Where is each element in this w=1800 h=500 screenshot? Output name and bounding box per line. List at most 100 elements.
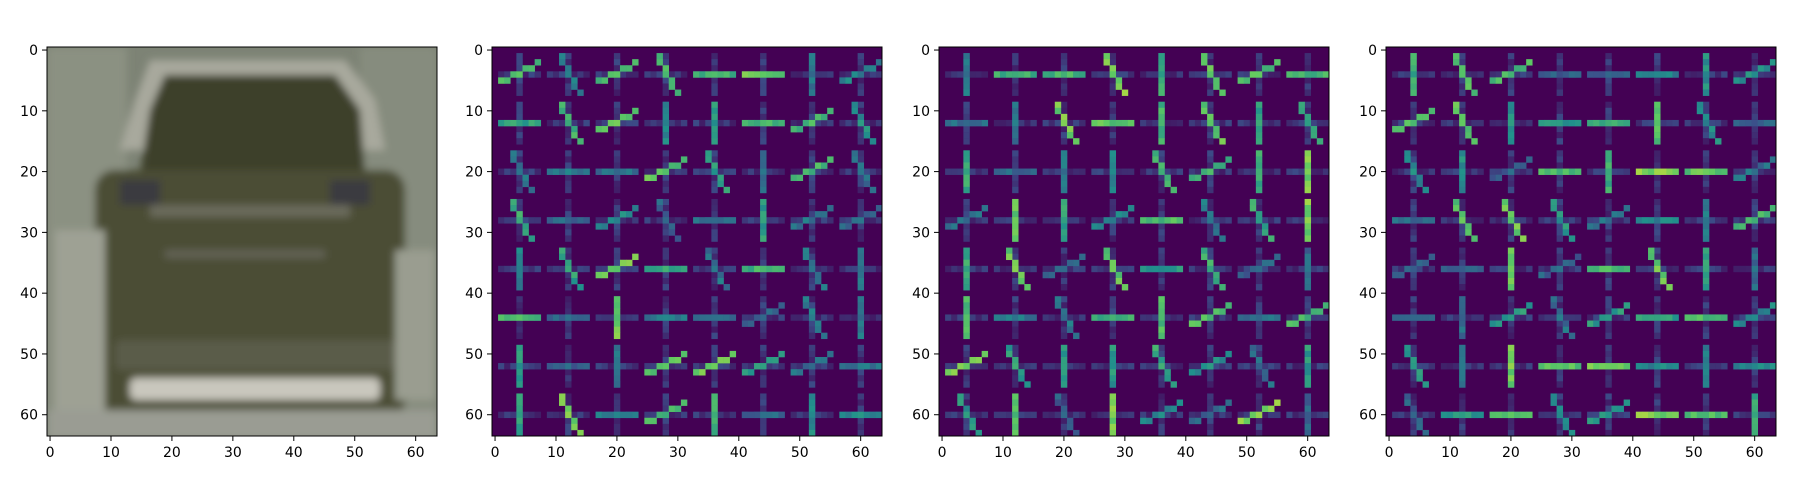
hog-cell (1255, 211, 1263, 218)
hog-cell (1410, 302, 1417, 309)
hog-cell (1495, 168, 1503, 175)
hog-cell (662, 265, 670, 273)
hog-cell (1048, 217, 1056, 224)
hog-cell (1757, 217, 1765, 224)
hog-cell (650, 265, 657, 273)
hog-cell (1012, 417, 1019, 425)
hog-cell (613, 162, 621, 169)
hog-cell (1501, 265, 1509, 273)
hog-cell (741, 369, 749, 376)
hog-cell (747, 411, 755, 419)
hog-cell (1042, 168, 1049, 175)
hog-cell (963, 205, 970, 212)
hog-cell (1304, 375, 1312, 382)
hog-cell (1176, 411, 1184, 419)
hog-cell (1304, 271, 1312, 279)
hog-cell (522, 229, 529, 236)
hog-cell (1769, 217, 1777, 224)
hog-cell (1404, 344, 1411, 352)
hog-cell (1066, 217, 1074, 224)
hog-cell (711, 150, 718, 157)
hog-cell (1538, 314, 1545, 321)
hog-cell (711, 277, 718, 285)
hog-cell (1109, 350, 1117, 358)
hog-cell (969, 423, 976, 431)
hog-cell (1763, 363, 1771, 370)
hog-cell (1261, 363, 1269, 370)
hog-cell (808, 126, 816, 133)
hog-cell (993, 411, 1001, 419)
hog-cell (741, 314, 749, 321)
hog-cell (693, 119, 700, 127)
hog-cell (546, 71, 554, 78)
hog-cell (981, 265, 989, 273)
hog-cell (1261, 259, 1269, 267)
hog-cell (565, 150, 572, 157)
hog-cell (1550, 71, 1557, 78)
hog-cell (1465, 314, 1472, 321)
hog-cell (863, 180, 871, 188)
hog-cell (729, 314, 737, 321)
hog-cell (1115, 217, 1123, 224)
hog-cell (772, 168, 779, 175)
hog-cell (1213, 314, 1220, 321)
hog-cell (857, 132, 865, 139)
hog-cell (1593, 223, 1600, 230)
hog-cell (869, 138, 877, 145)
hog-cell (1158, 393, 1165, 400)
hog-cell (1042, 119, 1049, 127)
hog-cell (1255, 186, 1263, 194)
hog-cell (1054, 119, 1062, 127)
hog-cell (1207, 138, 1214, 145)
hog-cell (1556, 411, 1564, 419)
hog-cell (1255, 101, 1263, 109)
hog-cell (559, 399, 566, 406)
hog-cell (963, 429, 970, 437)
hog-cell (1617, 314, 1624, 321)
hog-cell (1416, 369, 1423, 376)
hog-cell (662, 162, 670, 169)
hog-cell (601, 71, 609, 78)
hog-cell (559, 119, 566, 127)
hog-cell (1030, 217, 1037, 224)
hog-cell (808, 320, 816, 327)
hog-cell (1702, 411, 1710, 419)
hog-cell (1304, 180, 1312, 188)
hog-cell (711, 186, 718, 194)
hog-cell (1012, 350, 1019, 358)
hog-cell (1060, 126, 1068, 133)
hog-cell (875, 205, 883, 212)
hog-cell (1066, 71, 1074, 78)
hog-cell (565, 259, 572, 267)
hog-cell (1769, 314, 1777, 321)
hog-cell (1605, 211, 1612, 218)
x-tick-label: 10 (102, 445, 120, 461)
hog-cell (963, 59, 970, 66)
hog-cell (808, 65, 816, 72)
hog-cell (827, 205, 834, 212)
hog-cell (1219, 71, 1226, 78)
hog-cell (1255, 132, 1263, 139)
hog-cell (869, 211, 877, 218)
hog-cell (534, 265, 542, 273)
hog-cell (790, 369, 797, 376)
hog-cell (1623, 399, 1631, 406)
hog-cell (741, 265, 749, 273)
hog-cell (1459, 308, 1466, 315)
hog-cell (808, 113, 816, 121)
hog-cell (1292, 71, 1299, 78)
hog-cell (571, 423, 578, 431)
hog-cell (1103, 119, 1110, 127)
hog-cell (1751, 59, 1759, 66)
hog-cell (711, 180, 718, 188)
hog-cell (1012, 423, 1019, 431)
hog-cell (1507, 375, 1515, 382)
hog-cell (1520, 411, 1527, 419)
hog-cell (1268, 259, 1275, 267)
hog-cell (1605, 265, 1612, 273)
hog-cell (1495, 174, 1503, 182)
hog-cell (1757, 265, 1765, 273)
hog-cell (729, 350, 737, 358)
hog-cell (1121, 71, 1129, 78)
hog-cell (1170, 381, 1177, 388)
